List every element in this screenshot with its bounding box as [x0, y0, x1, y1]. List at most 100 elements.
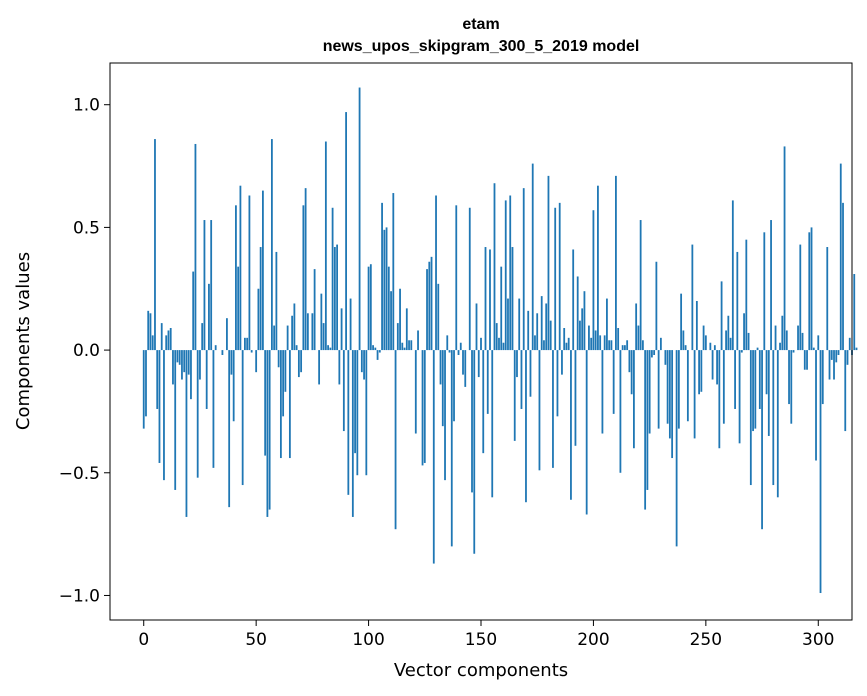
- bar-54: [264, 350, 267, 456]
- bar-193: [576, 276, 579, 351]
- bar-12: [169, 328, 172, 351]
- bar-80: [322, 323, 325, 351]
- bar-118: [408, 340, 410, 351]
- bar-85: [333, 247, 336, 351]
- bar-268: [745, 239, 748, 351]
- bar-57: [270, 139, 273, 351]
- bar-10: [165, 335, 168, 351]
- bar-234: [668, 350, 671, 439]
- bar-71: [302, 205, 305, 351]
- bar-27: [203, 220, 206, 351]
- bar-215: [626, 340, 629, 351]
- bar-211: [617, 328, 620, 351]
- bar-162: [507, 298, 509, 351]
- bar-256: [718, 350, 721, 449]
- bar-60: [277, 350, 280, 368]
- bar-287: [788, 350, 790, 405]
- bar-280: [772, 350, 775, 486]
- bar-271: [752, 350, 754, 432]
- bar-109: [387, 266, 390, 351]
- bar-20: [187, 350, 190, 375]
- bar-41: [235, 205, 237, 351]
- bar-31: [212, 350, 215, 468]
- bar-258: [722, 350, 725, 424]
- bar-170: [525, 350, 527, 503]
- bar-126: [426, 269, 428, 351]
- bar-110: [390, 291, 392, 351]
- bar-294: [803, 350, 806, 370]
- bar-265: [738, 350, 741, 444]
- bar-279: [770, 220, 772, 351]
- bar-153: [486, 350, 489, 414]
- bar-166: [516, 350, 518, 378]
- bar-140: [457, 350, 460, 355]
- x-tick-label: 250: [690, 630, 722, 650]
- bar-40: [232, 350, 235, 422]
- bar-13: [172, 350, 174, 385]
- bar-67: [293, 303, 296, 351]
- bar-72: [304, 188, 307, 351]
- y-axis-label: Components values: [13, 252, 34, 430]
- bar-23: [194, 143, 197, 351]
- bar-143: [464, 350, 467, 387]
- bar-316: [853, 274, 856, 351]
- bar-203: [599, 335, 602, 351]
- bar-260: [727, 315, 730, 351]
- bar-103: [374, 347, 377, 351]
- bar-84: [331, 207, 334, 351]
- bar-171: [527, 310, 530, 351]
- bar-108: [385, 227, 388, 351]
- bar-146: [471, 350, 473, 493]
- bar-8: [160, 323, 163, 351]
- x-tick-label: 150: [465, 630, 497, 650]
- bar-112: [394, 350, 397, 530]
- x-axis-label: Vector components: [394, 660, 568, 681]
- bar-264: [736, 251, 739, 351]
- bar-239: [680, 293, 683, 351]
- bar-9: [163, 350, 165, 481]
- bar-208: [610, 340, 613, 351]
- bar-105: [378, 350, 381, 353]
- x-tick-label: 50: [245, 630, 267, 650]
- chart-title-line2: news_upos_skipgram_300_5_2019 model: [323, 38, 640, 55]
- bar-181: [549, 320, 552, 351]
- bar-252: [709, 342, 712, 351]
- bar-312: [844, 350, 847, 432]
- bar-270: [749, 350, 752, 486]
- bar-70: [300, 350, 303, 373]
- bar-122: [417, 330, 419, 351]
- bar-276: [763, 232, 766, 351]
- bar-262: [731, 200, 734, 351]
- bar-158: [498, 337, 500, 351]
- bar-277: [765, 350, 768, 395]
- bar-194: [579, 320, 581, 351]
- bar-19: [185, 350, 188, 517]
- bar-152: [484, 247, 487, 351]
- bar-136: [448, 350, 451, 353]
- bar-266: [740, 350, 743, 353]
- bar-206: [606, 298, 608, 351]
- bar-176: [538, 350, 541, 471]
- chart-title-line1: etam: [462, 16, 499, 33]
- bar-174: [534, 335, 536, 351]
- bar-196: [583, 291, 586, 351]
- x-tick-label: 0: [138, 630, 149, 650]
- bar-274: [758, 350, 761, 409]
- bar-104: [376, 350, 379, 360]
- bar-37: [226, 318, 228, 351]
- bar-255: [716, 350, 718, 385]
- bar-131: [437, 283, 440, 351]
- bar-295: [806, 350, 808, 370]
- bar-232: [664, 350, 667, 365]
- bar-198: [588, 325, 590, 351]
- bar-185: [558, 202, 561, 351]
- bar-317: [855, 347, 858, 351]
- bar-82: [327, 345, 329, 351]
- bar-291: [797, 325, 799, 351]
- bar-63: [284, 350, 287, 392]
- bar-200: [592, 210, 595, 351]
- bar-157: [495, 323, 498, 351]
- bar-229: [657, 350, 660, 429]
- y-tick-label: 0.0: [73, 341, 100, 361]
- bar-38: [228, 350, 231, 508]
